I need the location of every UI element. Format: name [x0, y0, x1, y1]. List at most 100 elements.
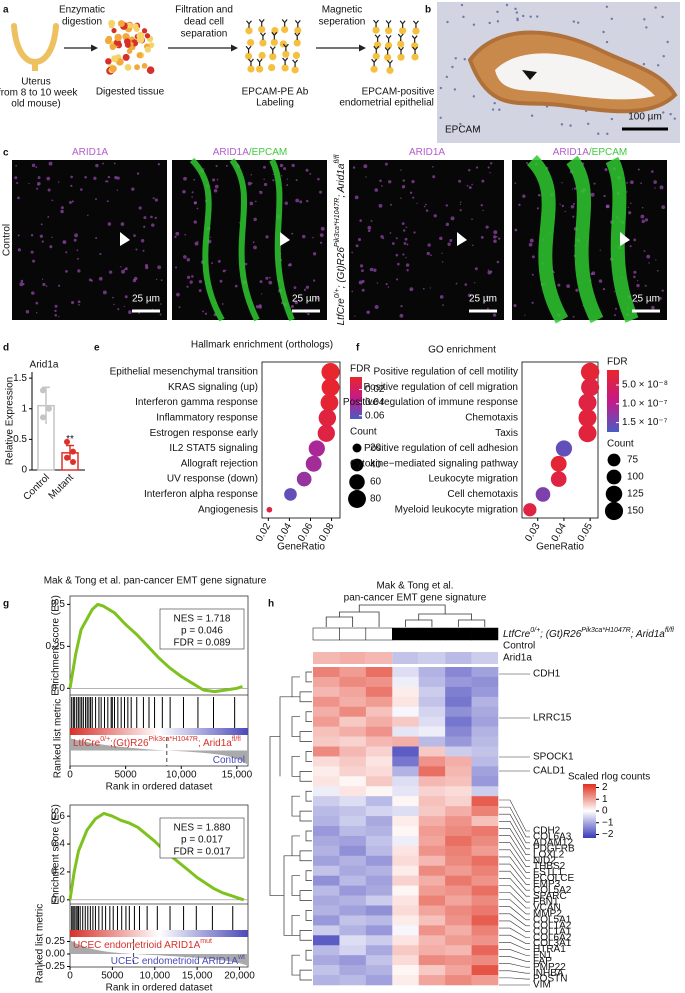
arid1a-signal: [439, 236, 443, 241]
nucleus: [605, 5, 609, 9]
nucleus: [496, 10, 499, 14]
arid1a-signal: [513, 304, 517, 308]
heatmap-cell: [445, 686, 472, 698]
arid1a-signal: [253, 245, 257, 250]
heatmap-cell: [365, 726, 393, 737]
arid1a-signal: [572, 315, 575, 318]
heatmap-cell: [418, 935, 446, 946]
heatmap-cell: [445, 706, 472, 717]
annotation-label: Control: [503, 641, 535, 652]
epithelial-cell: [397, 53, 405, 61]
heatmap-cell: [392, 676, 420, 688]
heatmap-cell: [339, 706, 367, 717]
arid1a-signal: [385, 283, 388, 286]
arid1a-signal: [441, 252, 443, 254]
heatmap-cell: [365, 796, 393, 807]
heatmap-cell: [313, 696, 340, 708]
arid1a-signal: [102, 162, 104, 165]
heatmap-cell: [445, 736, 472, 747]
arid1a-signal: [627, 206, 629, 209]
epithelial-cell: [384, 41, 393, 50]
arid1a-signal: [269, 276, 271, 279]
arid1a-signal: [123, 305, 125, 308]
heatmap-cell: [471, 875, 499, 886]
gene-label: CDH1: [533, 669, 561, 680]
gene-label: CDH2: [533, 826, 561, 837]
step-label: dead cell: [184, 17, 224, 28]
x-tick-label: 10,000: [166, 770, 197, 781]
legend-title: Count: [350, 427, 377, 438]
gene-label: COL5A2: [533, 885, 572, 896]
nucleus: [454, 57, 457, 60]
epithelial-cell: [258, 51, 266, 60]
arid1a-signal: [430, 254, 432, 257]
heatmap-cell: [418, 756, 446, 767]
arid1a-signal: [193, 220, 197, 224]
arid1a-signal: [35, 301, 39, 305]
chart-title: Arid1a: [30, 360, 59, 371]
gene-connector: [499, 899, 530, 915]
heatmap-cell: [365, 905, 393, 916]
heatmap-cell: [445, 845, 472, 857]
gene-label: COL6A2: [533, 932, 572, 943]
arid1a-signal: [498, 237, 501, 240]
nucleus: [488, 21, 491, 25]
arid1a-signal: [54, 304, 58, 308]
nucleus: [645, 26, 648, 29]
arid1a-signal: [143, 225, 146, 228]
nucleus: [530, 114, 534, 117]
arid1a-signal: [16, 181, 19, 185]
arid1a-signal: [605, 204, 610, 209]
tissue-cell: [144, 46, 152, 53]
nucleus: [462, 15, 465, 19]
heatmap-cell: [445, 925, 472, 936]
heatmap-cell: [339, 746, 367, 757]
epcam-signal: [229, 158, 260, 322]
heatmap-cell: [313, 895, 340, 906]
arid1a-signal: [301, 234, 306, 239]
gene-label: ADAM12: [533, 837, 573, 848]
arid1a-signal: [306, 199, 309, 203]
epithelial-cell: [291, 66, 299, 74]
heatmap-cell: [392, 826, 420, 837]
scale-label: 25 µm: [632, 294, 660, 305]
arid1a-signal: [354, 195, 359, 200]
arid1a-signal: [315, 297, 319, 300]
gene-label: SPARC: [533, 891, 567, 902]
arid1a-signal: [204, 312, 208, 315]
heatmap-cell: [392, 766, 420, 777]
arid1a-signal: [175, 231, 180, 236]
image-header: ARID1A: [409, 147, 445, 158]
arid1a-signal: [397, 262, 400, 266]
arid1a-signal: [106, 200, 109, 203]
epithelial-cell: [292, 51, 301, 60]
heatmap-cell: [418, 965, 446, 976]
arid1a-signal: [113, 162, 116, 165]
scale-label: 100 µm: [628, 112, 662, 123]
arid1a-signal: [432, 175, 436, 179]
arid1a-signal: [178, 306, 181, 309]
arid1a-signal: [320, 226, 325, 231]
arid1a-signal: [613, 314, 616, 317]
colorbar-tick-label: 1.0 × 10⁻⁷: [622, 398, 668, 409]
group-label: UCEC endometrioid ARID1Amut: [73, 938, 212, 950]
arid1a-signal: [493, 230, 498, 235]
heatmap-cell: [471, 835, 499, 847]
arid1a-signal: [425, 203, 427, 206]
heatmap-cell: [313, 796, 340, 807]
axis-title: Enrichment score (ES): [51, 804, 62, 905]
heatmap-cell: [313, 955, 340, 966]
arid1a-signal: [17, 196, 20, 200]
arid1a-signal: [247, 181, 252, 186]
heatmap-cell: [365, 816, 393, 827]
heatmap-cell: [445, 776, 472, 787]
heatmap-cell: [445, 835, 472, 847]
heatmap-cell: [339, 796, 367, 807]
arid1a-signal: [32, 259, 36, 263]
arid1a-signal: [255, 305, 260, 309]
heatmap-cell: [339, 965, 367, 976]
arid1a-signal: [121, 269, 126, 274]
arid1a-signal: [157, 265, 162, 270]
category-label: Positive regulation of cell motility: [373, 367, 518, 378]
colorbar: [583, 784, 596, 838]
